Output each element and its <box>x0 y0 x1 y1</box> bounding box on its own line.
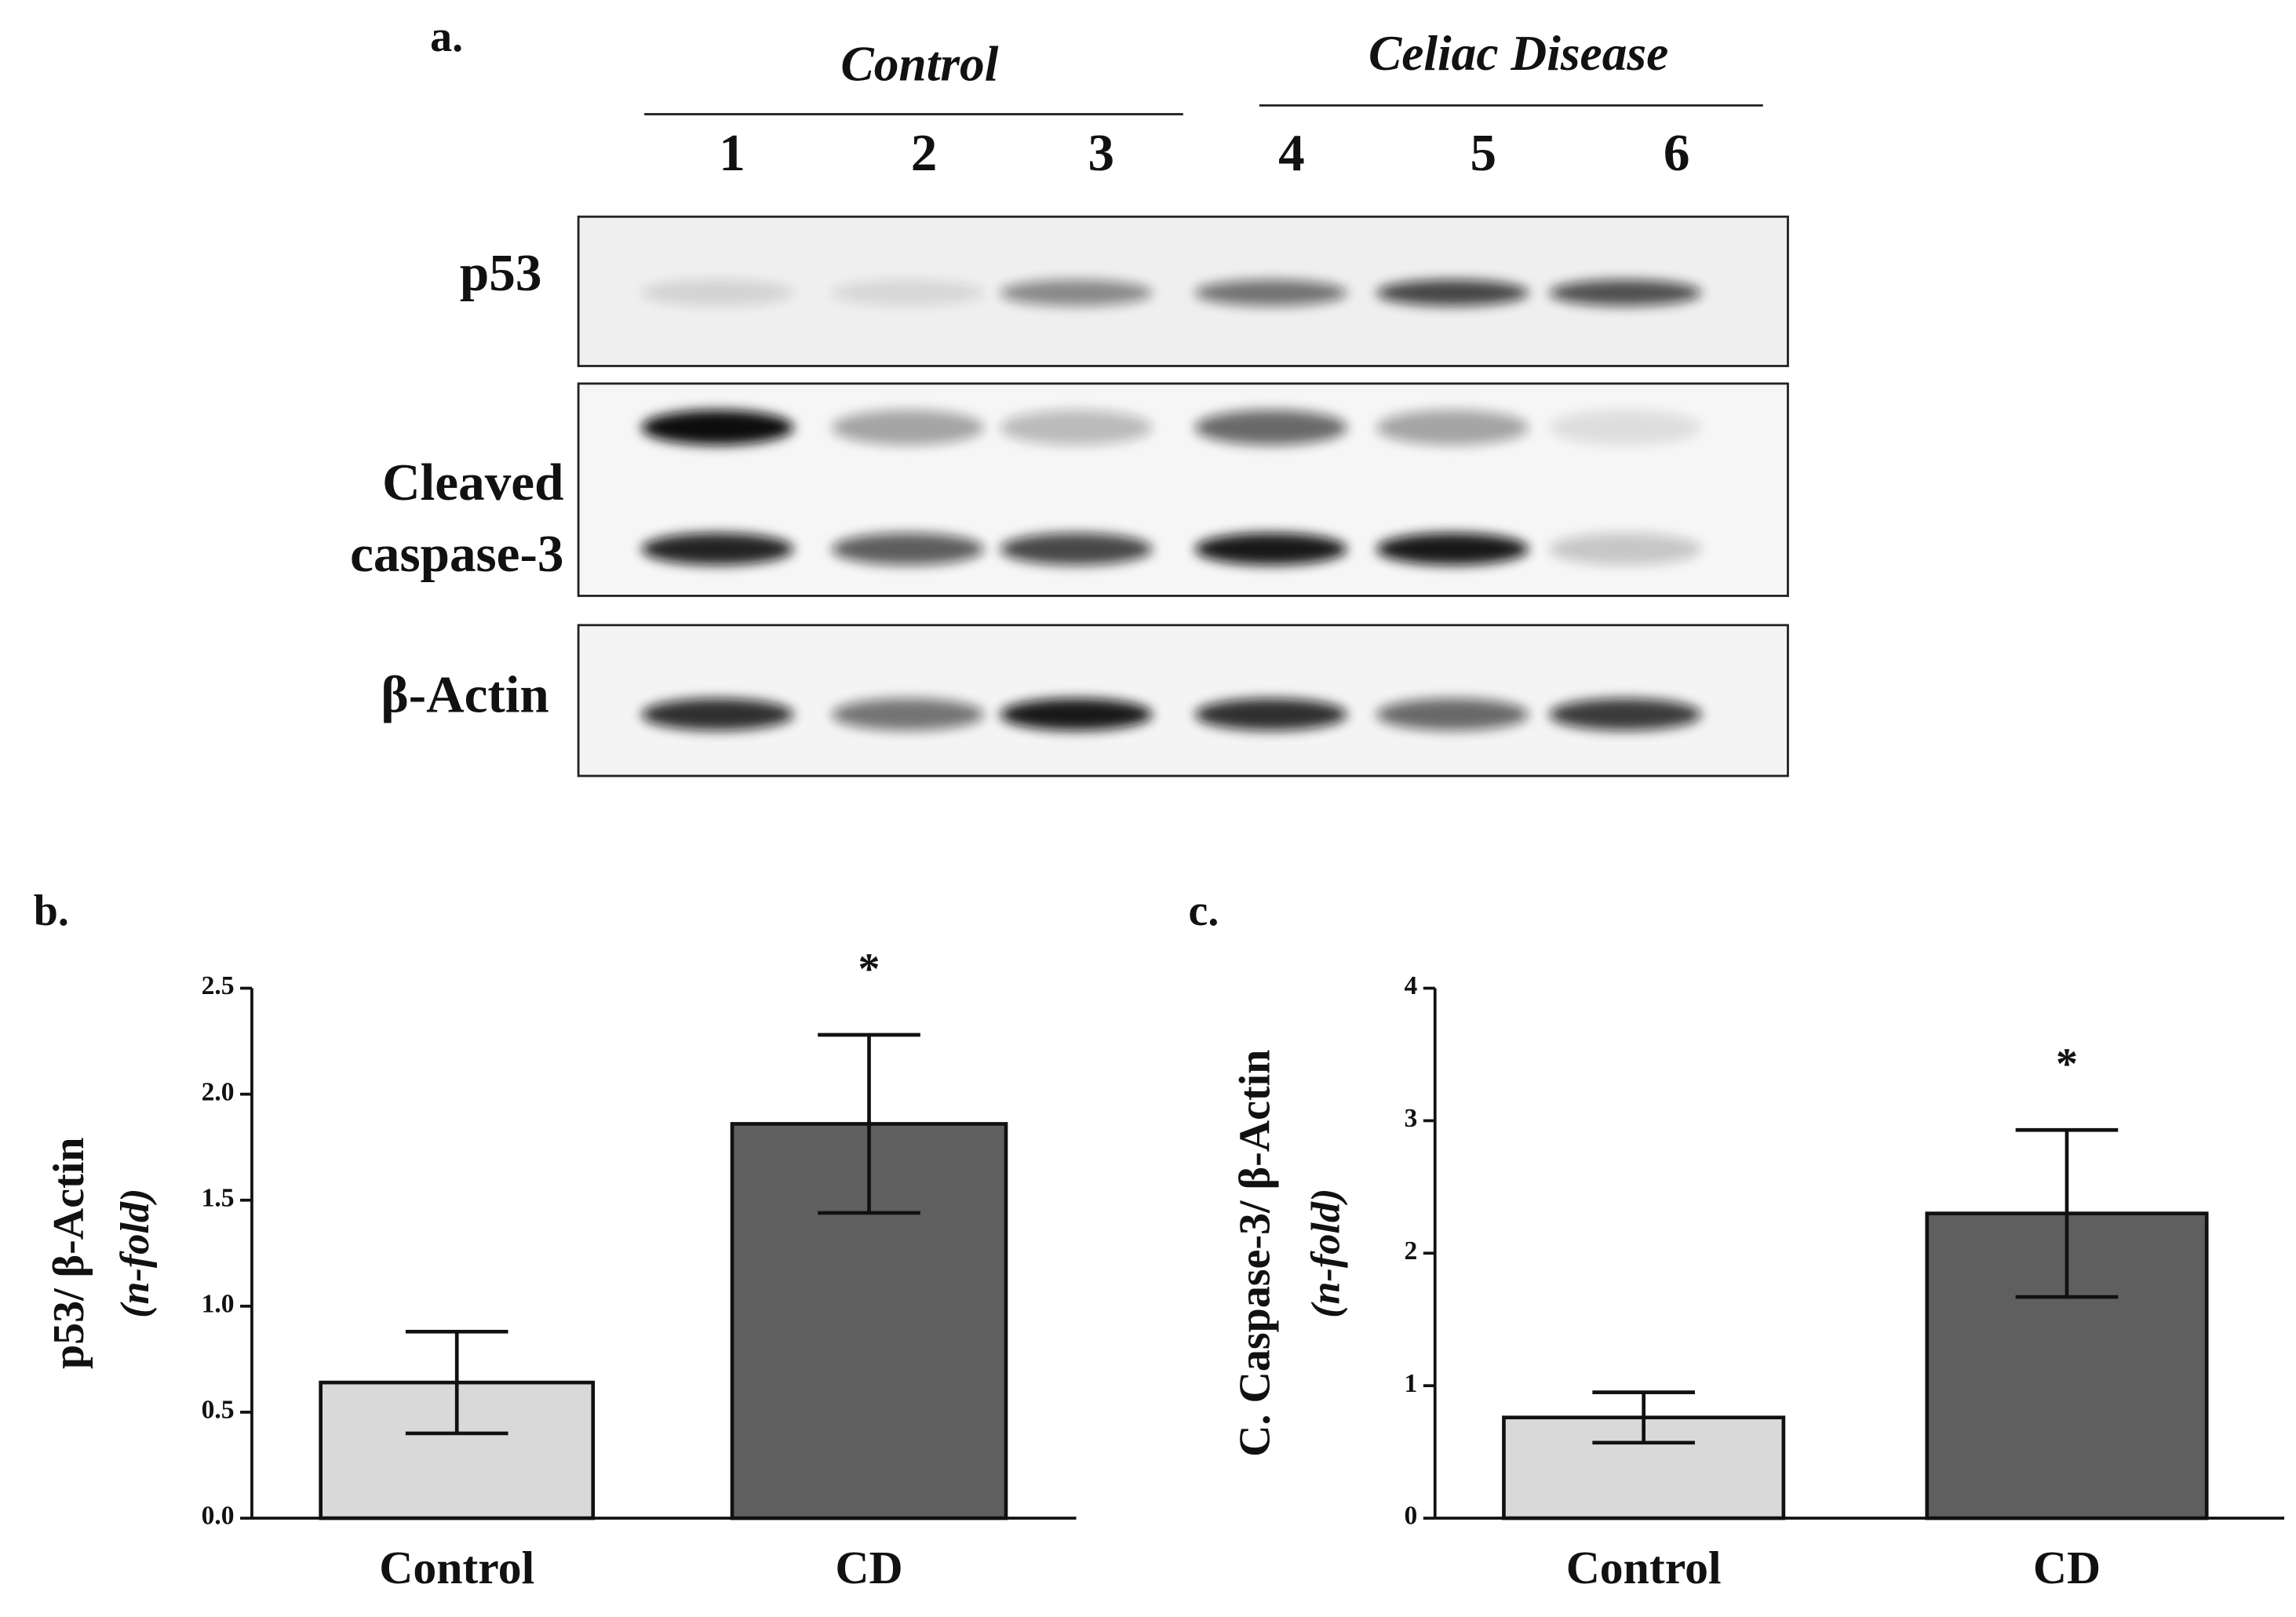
group-label: Control <box>840 35 998 91</box>
panel-label: b. <box>34 887 69 935</box>
band <box>1194 279 1347 306</box>
lane-label: 1 <box>719 123 745 182</box>
y-tick-label: 1.5 <box>202 1183 235 1212</box>
significance: * <box>2056 1040 2078 1089</box>
x-tick-label: CD <box>2033 1542 2101 1593</box>
x-tick-label: Control <box>379 1542 534 1593</box>
y-tick-label: 0.0 <box>202 1502 235 1531</box>
band <box>831 279 984 306</box>
lane-label: 4 <box>1278 123 1305 182</box>
error-bar <box>1592 1390 1695 1445</box>
lane-label: 6 <box>1664 123 1690 182</box>
y-tick-label: 0.5 <box>202 1396 235 1425</box>
band <box>1000 279 1153 306</box>
y-axis-label: p53/ β-Actin <box>45 1138 93 1369</box>
band <box>641 533 794 566</box>
y-tick-label: 1.0 <box>202 1290 235 1319</box>
y-tick-label: 4 <box>1405 971 1418 1000</box>
western-blot: a. Control Celiac Disease 1 2 3 4 5 6 p53 Cleaved c… <box>350 13 1789 778</box>
panel-label: c. <box>1188 887 1219 935</box>
band <box>1549 410 1702 446</box>
band <box>1000 698 1153 731</box>
significance: * <box>858 945 880 993</box>
y-axis-label: C. Caspase-3/ β-Actin <box>1231 1050 1280 1457</box>
y-tick-label: 2.5 <box>202 971 235 1000</box>
band <box>641 279 794 306</box>
band <box>1549 533 1702 566</box>
y-tick-label: 2 <box>1405 1236 1418 1266</box>
band <box>641 410 794 446</box>
error-bar <box>818 1032 920 1215</box>
x-tick-label: Control <box>1566 1542 1722 1593</box>
band <box>1549 698 1702 731</box>
band <box>1194 698 1347 731</box>
lane-label: 3 <box>1088 123 1114 182</box>
lane-label: 5 <box>1471 123 1497 182</box>
band <box>1194 410 1347 446</box>
y-tick-label: 1 <box>1405 1369 1418 1398</box>
row-label: caspase-3 <box>350 524 563 583</box>
band <box>1194 533 1347 566</box>
band <box>641 698 794 731</box>
y-axis-unit: (n-fold) <box>112 1189 158 1318</box>
y-tick-label: 0 <box>1405 1502 1418 1531</box>
row-label: Cleaved <box>382 453 563 512</box>
blot-box <box>577 624 1789 778</box>
band <box>1376 410 1529 446</box>
panel-label: a. <box>430 13 463 61</box>
band <box>831 698 984 731</box>
band <box>1376 533 1529 566</box>
x-tick-label: CD <box>835 1542 902 1593</box>
error-bar <box>405 1329 508 1436</box>
error-bar <box>2015 1127 2119 1299</box>
band <box>831 410 984 446</box>
band <box>831 533 984 566</box>
y-axis-unit: (n-fold) <box>1303 1189 1348 1318</box>
band <box>1549 279 1702 306</box>
band <box>1376 698 1529 731</box>
lane-label: 2 <box>911 123 938 182</box>
band <box>1376 279 1529 306</box>
row-label: p53 <box>460 243 542 302</box>
band <box>1000 410 1153 446</box>
row-label: β-Actin <box>381 665 548 723</box>
y-tick-label: 2.0 <box>202 1077 235 1106</box>
y-tick-label: 3 <box>1405 1104 1418 1133</box>
band <box>1000 533 1153 566</box>
group-label: Celiac Disease <box>1368 25 1668 81</box>
